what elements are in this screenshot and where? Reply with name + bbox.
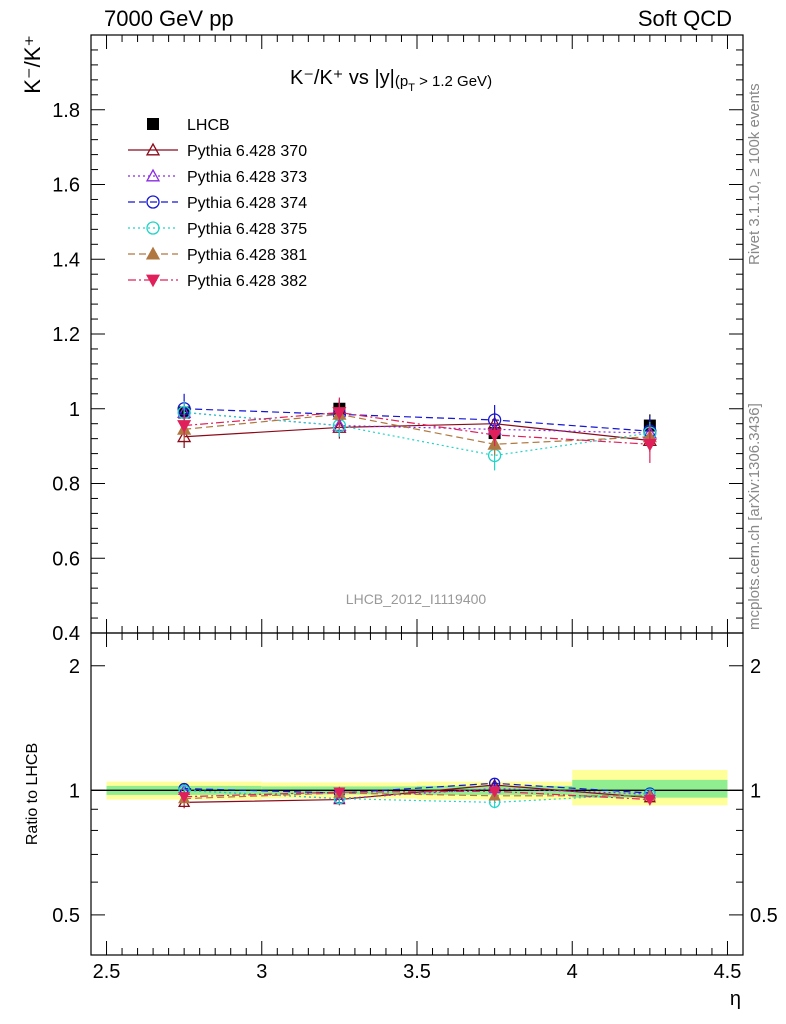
header-left: 7000 GeV pp <box>104 6 234 31</box>
data-point <box>332 407 347 420</box>
legend-item: Pythia 6.428 374 <box>128 195 307 212</box>
x-tick-label: 2.5 <box>93 961 121 983</box>
series-pythia-6-428-373 <box>177 401 657 445</box>
series-line <box>184 423 650 442</box>
x-tick-label: 3.5 <box>403 961 431 983</box>
header-right: Soft QCD <box>637 6 732 31</box>
y-tick-label: 0.8 <box>52 474 80 496</box>
ratio-line <box>184 782 650 794</box>
legend-item: Pythia 6.428 381 <box>128 246 307 264</box>
y-tick-label: 1.8 <box>52 100 80 122</box>
y-tick-label: 1.4 <box>52 249 80 271</box>
y-axis-label: K⁻/K⁺ <box>20 35 45 94</box>
analysis-watermark: LHCB_2012_I1119400 <box>346 591 487 607</box>
y-tick-label: 0.6 <box>52 548 80 570</box>
legend-label: Pythia 6.428 374 <box>187 195 307 212</box>
y-tick-label: 1.6 <box>52 175 80 197</box>
data-point <box>177 429 192 443</box>
legend-label: Pythia 6.428 370 <box>187 143 307 160</box>
ratio-y-tick-label: 1 <box>69 780 80 802</box>
series-pythia-6-428-382 <box>177 397 657 463</box>
ratio-y-tick-label-right: 2 <box>750 656 761 678</box>
legend-label: Pythia 6.428 381 <box>187 247 307 264</box>
legend-marker <box>145 142 161 156</box>
ratio-point <box>333 787 346 799</box>
series-pythia-6-428-375 <box>177 401 657 471</box>
ratio-point <box>488 786 501 798</box>
series-line <box>184 411 650 445</box>
data-point <box>642 438 657 452</box>
plot-title: K⁻/K⁺ vs |y|(pT > 1.2 GeV) <box>290 67 492 94</box>
legend-marker <box>146 195 160 209</box>
legend-marker <box>145 168 161 182</box>
legend-item: LHCB <box>147 117 230 134</box>
ratio-y-tick-label-right: 0.5 <box>750 905 778 927</box>
legend-label: Pythia 6.428 375 <box>187 221 307 238</box>
ratio-line <box>184 784 650 804</box>
legend-marker <box>147 118 159 130</box>
x-tick-label: 3 <box>256 961 267 983</box>
data-point <box>177 420 192 433</box>
ratio-y-tick-label: 0.5 <box>52 905 80 927</box>
legend-item: Pythia 6.428 382 <box>128 273 307 290</box>
ratio-point <box>178 792 191 803</box>
x-axis-label: η <box>730 988 741 1010</box>
y-tick-label: 1.2 <box>52 324 80 346</box>
ratio-series-pythia-6-428-382 <box>178 785 656 806</box>
legend-marker <box>146 221 160 235</box>
ratio-point <box>643 794 656 806</box>
legend-marker <box>145 274 161 288</box>
ratio-y-axis-label: Ratio to LHCB <box>24 743 41 845</box>
legend-label: LHCB <box>187 117 230 134</box>
legend-label: Pythia 6.428 382 <box>187 273 307 290</box>
legend-label: Pythia 6.428 373 <box>187 169 307 186</box>
legend-item: Pythia 6.428 370 <box>128 142 307 160</box>
ratio-line <box>184 790 650 801</box>
series-lhcb <box>178 401 656 443</box>
ratio-y-tick-label-right: 1 <box>750 780 761 802</box>
legend: LHCB Pythia 6.428 370 Pythia 6.428 373 Pyth… <box>128 117 307 290</box>
series-line <box>184 411 650 457</box>
data-point <box>487 429 502 443</box>
y-tick-label: 1 <box>69 399 80 421</box>
series-line <box>184 413 650 445</box>
x-tick-label: 4.5 <box>714 961 742 983</box>
series-line <box>184 408 650 432</box>
legend-item: Pythia 6.428 373 <box>128 168 307 186</box>
legend-marker <box>145 246 161 260</box>
y-tick-label: 0.4 <box>52 623 80 645</box>
x-tick-label: 4 <box>567 961 578 983</box>
ratio-y-tick-label: 2 <box>69 656 80 678</box>
series-pythia-6-428-381 <box>177 399 657 456</box>
legend-item: Pythia 6.428 375 <box>128 221 307 238</box>
